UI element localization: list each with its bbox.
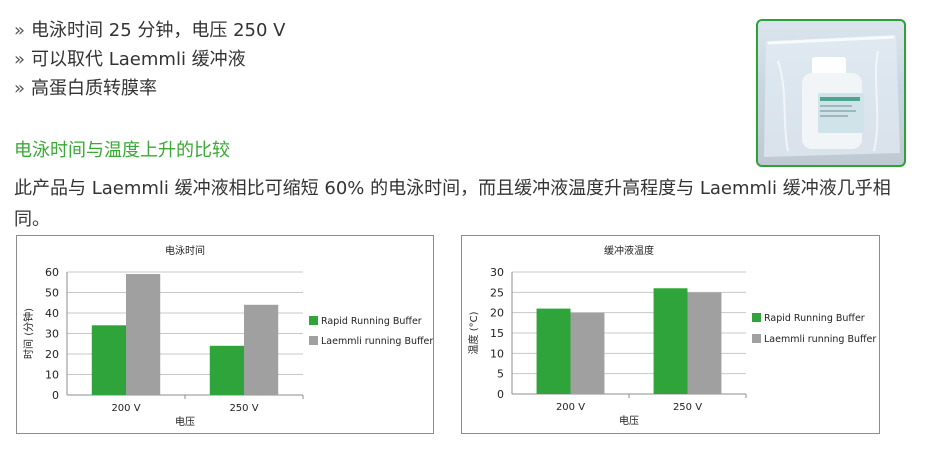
legend-label: Laemmli running Buffer — [321, 336, 433, 347]
buffer-bottle-icon — [764, 35, 900, 157]
bar — [244, 304, 279, 395]
y-tick-label: 15 — [490, 327, 504, 340]
y-tick-label: 25 — [490, 286, 504, 299]
y-axis-label: 时间 (分钟) — [22, 308, 35, 359]
x-tick-label: 200 V — [111, 403, 140, 414]
bullet-mark: » — [14, 49, 26, 70]
legend-swatch — [309, 336, 318, 345]
x-tick-label: 250 V — [673, 402, 702, 413]
feature-item: » 高蛋白质转膜率 — [14, 74, 285, 103]
feature-text: 电泳时间 25 分钟，电压 250 V — [31, 20, 286, 41]
y-tick-label: 10 — [490, 347, 504, 360]
feature-item: » 电泳时间 25 分钟，电压 250 V — [14, 16, 285, 45]
chart-title: 电泳时间 — [165, 244, 205, 257]
description-paragraph: 此产品与 Laemmli 缓冲液相比可缩短 60% 的电泳时间，而且缓冲液温度升… — [14, 178, 891, 230]
x-tick-label: 200 V — [556, 402, 585, 413]
bar — [126, 274, 161, 395]
legend-swatch — [309, 316, 318, 325]
x-axis-label: 电压 — [619, 414, 639, 427]
y-tick-label: 30 — [490, 266, 504, 279]
y-tick-label: 5 — [497, 368, 504, 381]
run-time-bar-chart: 电泳时间 0 10 20 30 40 50 60 200 V 250 V 电压 时间 (分钟) Rapi… — [22, 244, 433, 428]
bullet-mark: » — [14, 20, 26, 41]
bar — [536, 308, 571, 394]
legend-label: Rapid Running Buffer — [764, 313, 865, 324]
bar — [570, 312, 605, 394]
y-tick-label: 60 — [45, 266, 59, 279]
feature-text: 高蛋白质转膜率 — [31, 78, 158, 99]
feature-text: 可以取代 Laemmli 缓冲液 — [31, 49, 246, 70]
feature-item: » 可以取代 Laemmli 缓冲液 — [14, 45, 285, 74]
chart-run-time: 电泳时间 0 10 20 30 40 50 60 200 V 250 V 电压 时间 (分钟) Rapi… — [16, 235, 434, 434]
y-tick-label: 0 — [52, 389, 59, 402]
y-tick-label: 20 — [490, 307, 504, 320]
y-tick-label: 0 — [497, 388, 504, 401]
y-tick-label: 20 — [45, 348, 59, 361]
y-tick-label: 50 — [45, 287, 59, 300]
legend-label: Rapid Running Buffer — [321, 316, 422, 327]
y-tick-label: 30 — [45, 328, 59, 341]
bar — [91, 325, 126, 395]
product-image — [756, 19, 906, 167]
x-tick-label: 250 V — [229, 403, 258, 414]
y-tick-label: 10 — [45, 369, 59, 382]
chart-title: 缓冲液温度 — [604, 244, 654, 257]
chart-buffer-temperature: 缓冲液温度 0 5 10 15 20 25 30 200 V 250 V 电压 温度 (°C) Rapi… — [461, 235, 880, 434]
bar — [653, 288, 688, 394]
bullet-mark: » — [14, 78, 26, 99]
legend-swatch — [752, 334, 761, 343]
y-axis-label: 温度 (°C) — [467, 311, 480, 354]
buffer-temperature-bar-chart: 缓冲液温度 0 5 10 15 20 25 30 200 V 250 V 电压 温度 (°C) Rapi… — [467, 244, 876, 427]
x-axis-label: 电压 — [175, 415, 195, 428]
y-tick-label: 40 — [45, 307, 59, 320]
legend-label: Laemmli running Buffer — [764, 334, 876, 345]
bar — [209, 345, 244, 395]
section-title: 电泳时间与温度上升的比较 — [14, 140, 230, 161]
feature-list: » 电泳时间 25 分钟，电压 250 V » 可以取代 Laemmli 缓冲液 »… — [14, 16, 285, 103]
bar — [687, 292, 722, 394]
legend-swatch — [752, 313, 761, 322]
